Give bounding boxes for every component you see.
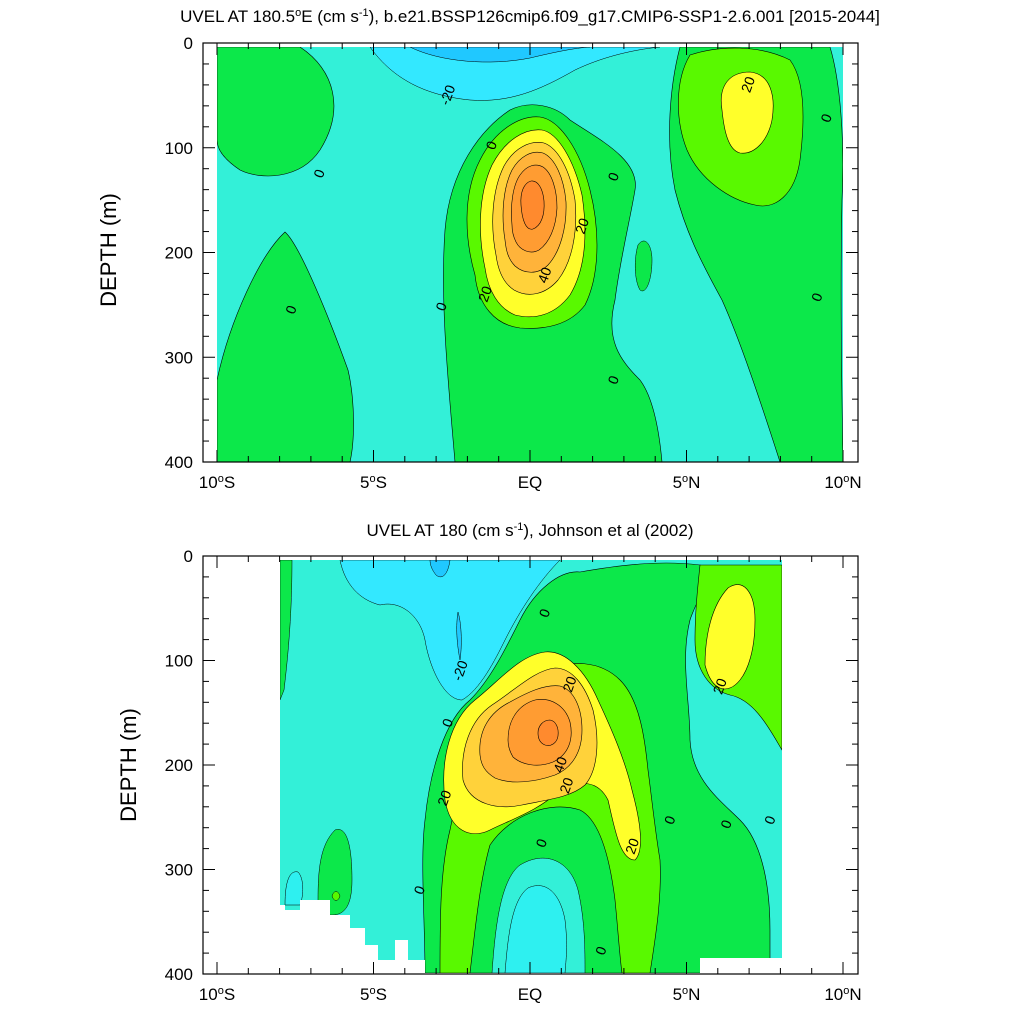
x-tick-label: 10oS — [199, 473, 235, 492]
panel-1-title: UVEL AT 180.5oE (cm s-1), b.e21.BSSP126c… — [180, 7, 880, 26]
contour-label: 20 — [622, 836, 642, 856]
panel-2-inner-cyan-core — [504, 885, 567, 973]
panel-2-west-cyan-patch — [284, 871, 303, 906]
x-tick-label: 5oN — [673, 473, 701, 492]
panel-2-ticks — [203, 555, 858, 975]
panel-1-x-tick-labels: 10oS 5oS EQ 5oN 10oN — [199, 473, 862, 492]
x-tick-label: 5oN — [673, 985, 701, 1004]
panel-1-west-lower-lobe — [217, 231, 354, 462]
panel-1-ticks — [203, 42, 858, 463]
y-tick-label: 400 — [165, 965, 193, 984]
panel-2-westward-core — [429, 560, 451, 578]
panel-2: UVEL AT 180 (cm s-1), Johnson et al (200… — [116, 521, 862, 1004]
x-tick-label: EQ — [518, 985, 543, 1004]
x-tick-label: EQ — [518, 473, 543, 492]
contour-label: 20 — [572, 216, 592, 236]
y-tick-label: 0 — [184, 547, 193, 566]
x-tick-label: 10oS — [199, 985, 235, 1004]
contour-label: -20 — [449, 658, 471, 683]
panel-2-westward-core-2 — [456, 611, 462, 661]
y-tick-label: 100 — [165, 139, 193, 158]
panel-1-westward-core — [409, 47, 591, 63]
contour-label: 20 — [475, 284, 495, 304]
panel-2-title: UVEL AT 180 (cm s-1), Johnson et al (200… — [367, 521, 694, 540]
panel-1-field — [217, 47, 843, 462]
y-tick-label: 400 — [165, 453, 193, 472]
panel-2-field — [280, 560, 782, 973]
y-tick-label: 100 — [165, 652, 193, 671]
panel-2-east-lobe-20 — [704, 584, 756, 690]
panel-2-west-strip — [280, 560, 293, 701]
panel-1-sliver — [635, 240, 653, 292]
contour-label: 40 — [534, 265, 554, 285]
panel-1-y-axis-label: DEPTH (m) — [96, 193, 121, 307]
panel-1-westward-current — [369, 47, 661, 101]
y-tick-label: 0 — [184, 34, 193, 53]
contour-label: 20 — [556, 775, 576, 795]
contour-label: 40 — [550, 754, 570, 774]
contour-label: 20 — [559, 674, 579, 694]
panel-1-east-lobe-30 — [720, 71, 774, 154]
panel-1: UVEL AT 180.5oE (cm s-1), b.e21.BSSP126c… — [96, 7, 880, 492]
panel-2-west-patch-core — [331, 891, 341, 901]
y-tick-label: 300 — [165, 861, 193, 880]
contour-label: 20 — [434, 788, 454, 808]
y-tick-label: 200 — [165, 244, 193, 263]
y-tick-label: 200 — [165, 756, 193, 775]
contour-label: 20 — [710, 676, 730, 696]
y-tick-label: 300 — [165, 348, 193, 367]
panel-2-y-axis-label: DEPTH (m) — [116, 708, 141, 822]
panel-1-jet-core — [520, 180, 545, 230]
panel-1-y-tick-labels: 0 100 200 300 400 — [165, 34, 193, 472]
x-tick-label: 10oN — [824, 473, 861, 492]
panel-2-x-tick-labels: 10oS 5oS EQ 5oN 10oN — [199, 985, 862, 1004]
panel-2-y-tick-labels: 0 100 200 300 400 — [165, 547, 193, 984]
panel-1-west-upper-lobe — [217, 47, 335, 177]
x-tick-label: 10oN — [824, 985, 861, 1004]
panel-2-jet-core — [537, 719, 559, 746]
contour-label: 20 — [738, 74, 758, 94]
x-tick-label: 5oS — [360, 473, 387, 492]
x-tick-label: 5oS — [360, 985, 387, 1004]
panel-2-westward-current — [339, 560, 561, 701]
contour-label: -20 — [436, 82, 458, 107]
